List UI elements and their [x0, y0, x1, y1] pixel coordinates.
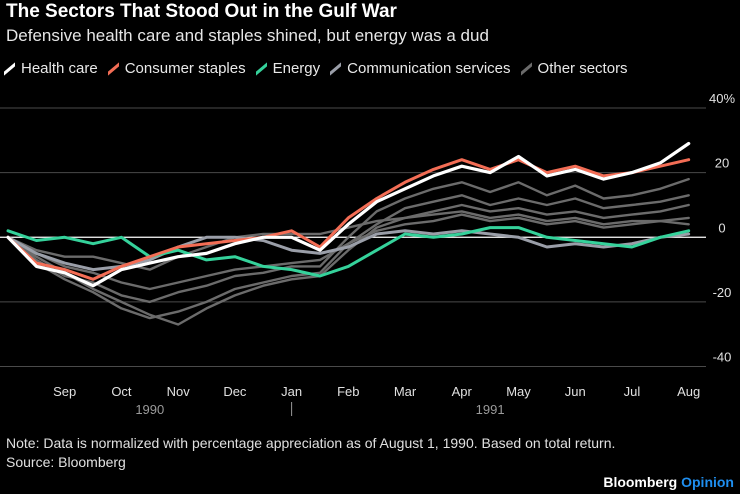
x-tick-label: Apr: [452, 384, 473, 399]
series-line-other-sectors: [6, 210, 690, 271]
legend-item-health-care: Health care: [4, 60, 98, 77]
y-tick-label: 0: [718, 220, 725, 235]
chart-subtitle: Defensive health care and staples shined…: [6, 26, 489, 45]
series-line-other-sectors: [6, 213, 690, 291]
x-tick-label: Sep: [53, 384, 76, 399]
x-tick-label: Oct: [111, 384, 132, 399]
x-tick-label: Mar: [394, 384, 417, 399]
legend-label-health-care: Health care: [21, 60, 98, 77]
legend-item-communication-services: Communication services: [330, 60, 511, 77]
x-tick-label: Dec: [223, 384, 247, 399]
legend-item-other-sectors: Other sectors: [520, 60, 628, 77]
footnote: Note: Data is normalized with percentage…: [6, 434, 615, 472]
legend-item-energy: Energy: [255, 60, 321, 77]
brand-logo: Bloomberg Opinion: [603, 474, 734, 490]
chart-title: The Sectors That Stood Out in the Gulf W…: [6, 1, 397, 22]
x-tick-label: Jan: [281, 384, 302, 399]
year-label: 1991: [476, 402, 505, 417]
legend-item-consumer-staples: Consumer staples: [107, 60, 246, 77]
legend: Health care Consumer staples Energy Comm…: [4, 60, 628, 77]
y-tick-label: 40%: [709, 91, 735, 106]
x-tick-label: Aug: [677, 384, 700, 399]
source-text: Source: Bloomberg: [6, 454, 126, 470]
year-label: 1990: [135, 402, 164, 417]
series-line-energy: [6, 226, 691, 278]
legend-label-energy: Energy: [272, 60, 321, 77]
series-line-other-sectors: [6, 203, 690, 326]
legend-label-consumer-staples: Consumer staples: [124, 60, 246, 77]
y-tick-label: -40: [713, 350, 732, 365]
series-line-other-sectors: [6, 177, 690, 304]
x-tick-label: Feb: [337, 384, 359, 399]
legend-label-other-sectors: Other sectors: [537, 60, 628, 77]
series-line-consumer-staples: [6, 158, 691, 281]
x-tick-label: Jun: [565, 384, 586, 399]
brand-opinion: Opinion: [681, 474, 734, 490]
series-line-health-care: [6, 141, 691, 288]
x-tick-label: Nov: [167, 384, 191, 399]
brand-bloomberg: Bloomberg: [603, 474, 678, 490]
y-tick-label: 20: [715, 156, 729, 171]
x-tick-label: May: [506, 384, 531, 399]
note-text: Note: Data is normalized with percentage…: [6, 435, 616, 451]
y-tick-label: -20: [713, 285, 732, 300]
legend-label-communication-services: Communication services: [347, 60, 511, 77]
x-tick-label: Jul: [624, 384, 641, 399]
